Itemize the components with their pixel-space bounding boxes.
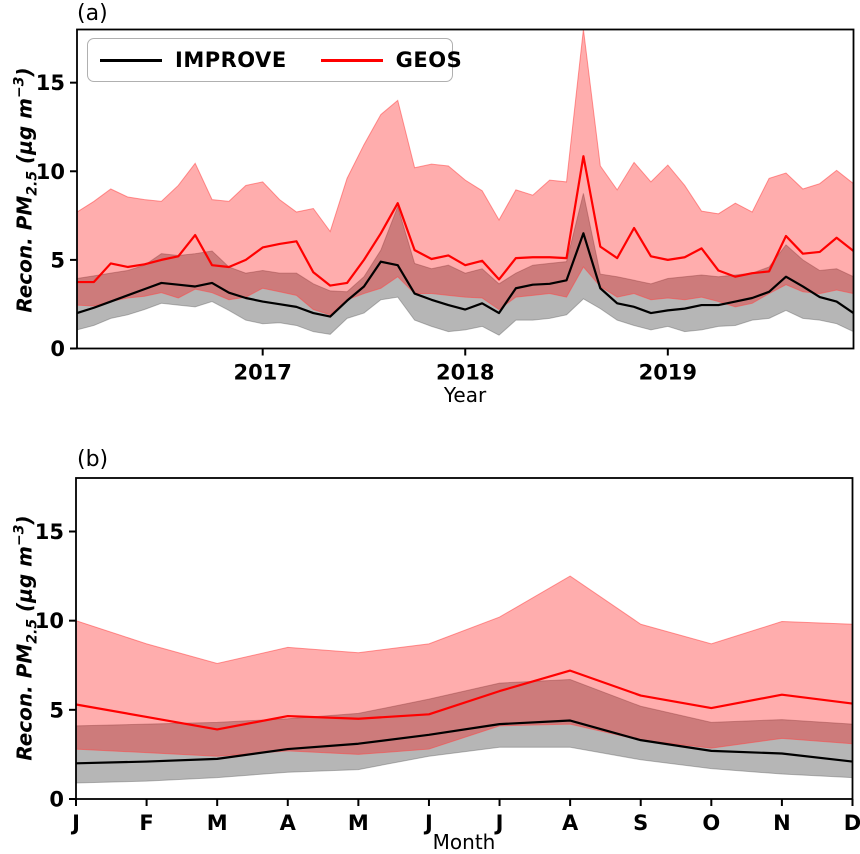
improve-line-swatch [100, 58, 162, 62]
panel-a-xtick-label: 2019 [639, 361, 697, 385]
panel-b-xtick-label: F [139, 811, 153, 835]
panel-a-ytick-label: 5 [50, 248, 65, 272]
panel-b-label: (b) [77, 447, 109, 472]
panel-a-x-axis: 2017 2018 2019 [233, 348, 697, 385]
improve-uncertainty-band-b [76, 679, 853, 784]
improve-line-b [76, 719, 853, 765]
panel-a-xtick-label: 2018 [436, 361, 494, 385]
panel-b-x-axis-label: Month [432, 830, 496, 854]
geos-uncertainty-band-a [77, 29, 854, 316]
improve-uncertainty-band-a [77, 193, 854, 336]
panel-a-y-axis-label: Recon. PM2.5 (μg m−3) [11, 67, 41, 313]
legend-item-improve: IMPROVE [100, 48, 287, 72]
panel-b-xtick-label: J [423, 811, 433, 835]
legend-label-improve: IMPROVE [175, 48, 287, 72]
legend: IMPROVE GEOS [87, 38, 462, 82]
geos-line-swatch [320, 58, 383, 62]
panel-b-y-axis-label: Recon. PM2.5 (μg m−3) [11, 515, 41, 761]
panel-b-plot-area [76, 575, 853, 784]
panel-b-ytick-label: 10 [35, 609, 64, 633]
panel-b-xtick-label: M [348, 811, 369, 835]
panel-a-y-axis: 0 5 10 15 [36, 71, 77, 361]
panel-a-plot-area [77, 29, 854, 336]
panel-b-xtick-label: M [207, 811, 228, 835]
panel-b-xtick-label: J [70, 811, 80, 835]
legend-label-geos: GEOS [395, 48, 463, 72]
panel-b-xtick-label: J [494, 811, 504, 835]
panel-b-y-axis: 0 5 10 15 [35, 520, 76, 812]
geos-uncertainty-band-b [76, 575, 853, 757]
panel-a-x-axis-label: Year [443, 383, 487, 407]
panel-a-xtick-label: 2017 [233, 361, 291, 385]
panel-a-label: (a) [77, 1, 108, 26]
panel-b-xtick-label: D [844, 811, 860, 835]
improve-line-a [77, 232, 854, 318]
panel-b-xtick-label: A [280, 811, 297, 835]
panel-b-frame [75, 477, 854, 800]
panel-a-ytick-label: 0 [50, 337, 65, 361]
panel-b-xtick-label: A [562, 811, 579, 835]
geos-line-b [76, 669, 853, 731]
legend-item-geos: GEOS [320, 48, 463, 72]
panel-b-xtick-label: O [702, 811, 720, 835]
panel-b-ytick-label: 5 [49, 698, 64, 722]
panel-b-xtick-label: N [773, 811, 791, 835]
panel-b-xtick-label: S [633, 811, 648, 835]
panel-b-ytick-label: 15 [35, 520, 64, 544]
panel-b-ytick-label: 0 [49, 788, 64, 812]
geos-line-a [77, 155, 854, 287]
panel-a-ytick-label: 10 [36, 160, 65, 184]
panel-a-ytick-label: 15 [36, 71, 65, 95]
